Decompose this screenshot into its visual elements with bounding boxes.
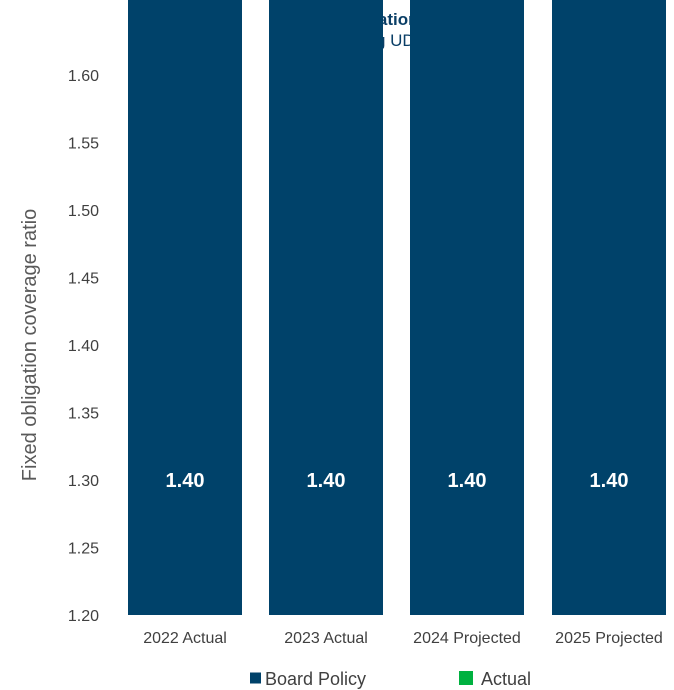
bar-data-label: 1.40 <box>590 470 629 492</box>
legend-label-board-policy: Board Policy <box>265 669 366 689</box>
bar-board-policy-1 <box>269 0 383 615</box>
x-tick-label: 2024 Projected <box>413 630 521 647</box>
bar-board-policy-3 <box>552 0 666 615</box>
bar-data-label: 1.40 <box>166 470 205 492</box>
y-tick-label: 1.45 <box>68 271 99 288</box>
y-tick-label: 1.30 <box>68 473 99 490</box>
x-tick-label: 2023 Actual <box>284 630 368 647</box>
y-tick-label: 1.20 <box>68 608 99 625</box>
y-tick-label: 1.55 <box>68 136 99 153</box>
legend: Board Policy Actual <box>250 669 531 689</box>
y-tick-label: 1.40 <box>68 338 99 355</box>
x-tick-label: 2025 Projected <box>555 630 663 647</box>
y-axis-label: Fixed obligation coverage ratio <box>19 209 41 481</box>
y-axis-ticks: 1.20 1.25 1.30 1.35 1.40 1.45 1.50 1.55 1.60 <box>68 68 99 625</box>
y-tick-label: 1.25 <box>68 541 99 558</box>
bar-data-label: 1.40 <box>307 470 346 492</box>
data-labels: 1.40 1.40 1.40 1.40 <box>166 470 629 492</box>
legend-swatch-actual <box>459 671 473 685</box>
bar-board-policy-2 <box>410 0 524 615</box>
legend-swatch-board-policy <box>250 672 261 684</box>
bar-data-label: 1.40 <box>448 470 487 492</box>
x-axis-ticks: 2022 Actual 2023 Actual 2024 Projected 2025… <box>143 630 663 647</box>
bar-group <box>128 0 666 615</box>
bar-board-policy-0 <box>128 0 242 615</box>
y-tick-label: 1.35 <box>68 406 99 423</box>
x-tick-label: 2022 Actual <box>143 630 227 647</box>
y-tick-label: 1.60 <box>68 68 99 85</box>
y-tick-label: 1.50 <box>68 203 99 220</box>
legend-label-actual: Actual <box>481 669 531 689</box>
